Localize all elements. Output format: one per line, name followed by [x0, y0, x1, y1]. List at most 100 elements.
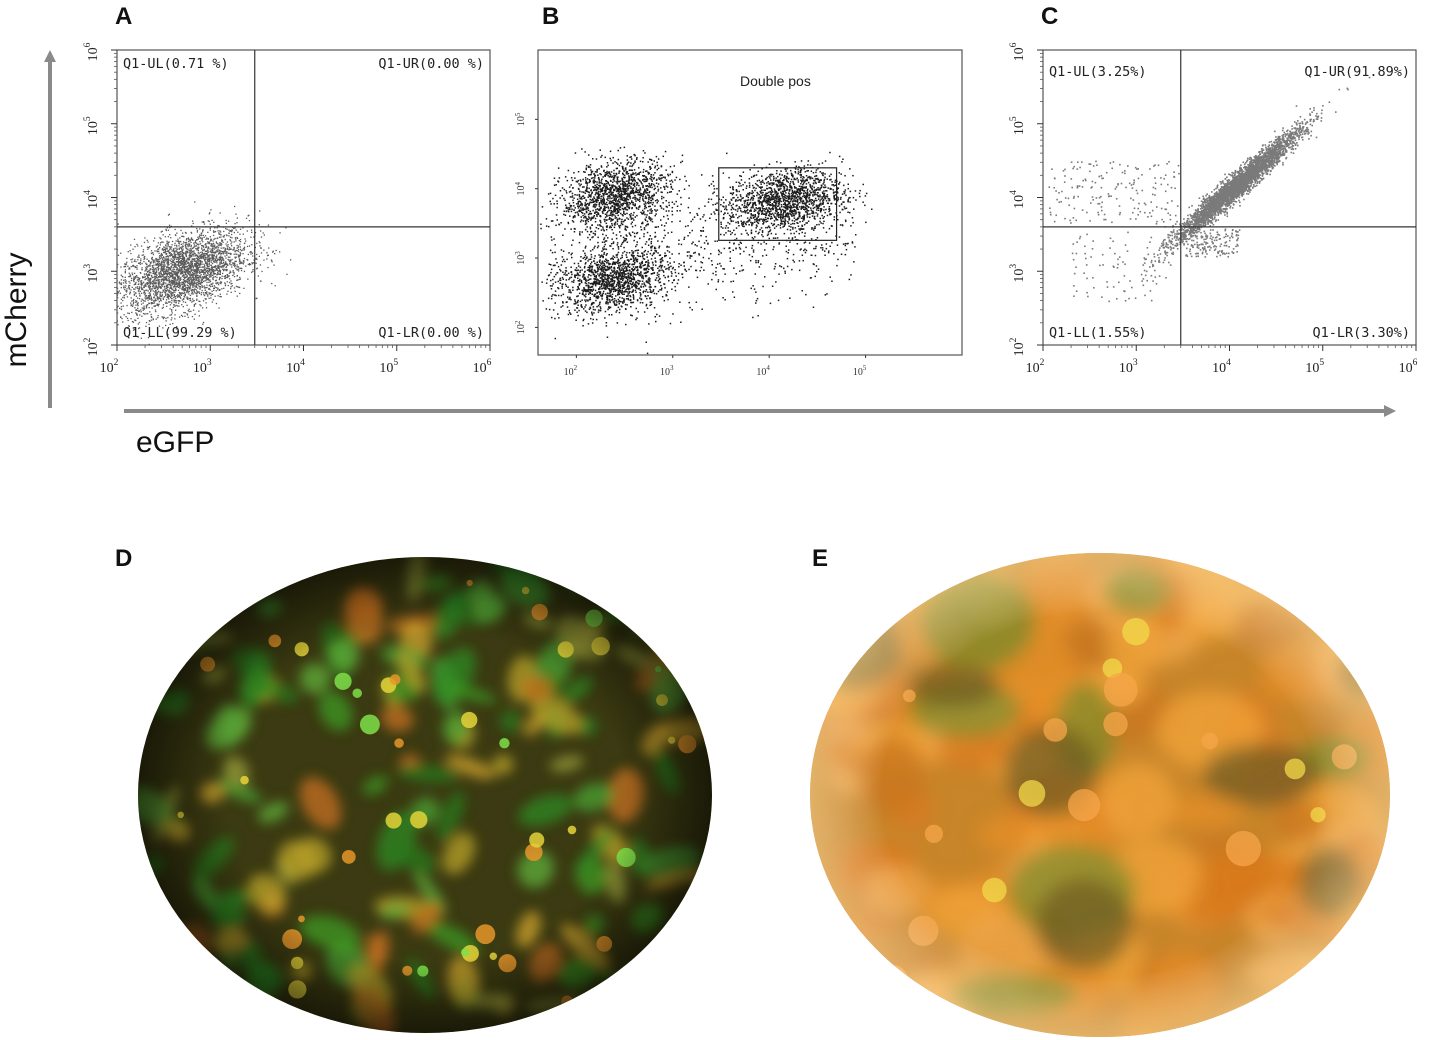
event-dot [571, 196, 573, 198]
event-dot [210, 238, 212, 241]
event-dot [579, 204, 581, 206]
event-dot [168, 224, 171, 226]
event-dot [168, 284, 170, 286]
event-dot [223, 264, 226, 266]
event-dot [205, 302, 207, 304]
event-dot [568, 206, 570, 209]
event-dot [591, 191, 593, 194]
event-dot [665, 210, 668, 212]
event-dot [199, 263, 201, 265]
event-dot [137, 281, 140, 283]
event-dot [146, 304, 148, 306]
event-dot [627, 206, 630, 209]
event-dot [643, 180, 645, 183]
event-dot [156, 304, 158, 306]
event-dot [236, 247, 238, 249]
event-dot [220, 256, 222, 258]
event-dot [580, 203, 582, 205]
event-dot [645, 225, 647, 227]
event-dot [627, 192, 629, 194]
event-dot [616, 195, 618, 197]
event-dot [597, 305, 600, 307]
panel-a-quadrant-ur: Q1-UR(0.00 %) [378, 56, 484, 72]
event-dot [207, 241, 209, 243]
event-dot [571, 208, 573, 210]
event-dot [237, 279, 239, 281]
event-dot [617, 188, 619, 191]
event-dot [225, 266, 227, 269]
event-dot [636, 231, 639, 234]
event-dot [200, 256, 202, 258]
event-dot [149, 287, 151, 289]
event-dot [606, 225, 609, 227]
event-dot [147, 286, 150, 288]
event-dot [613, 226, 616, 229]
event-dot [266, 254, 269, 257]
event-dot [647, 161, 649, 163]
event-dot [190, 250, 192, 252]
event-dot [167, 245, 169, 247]
event-dot [190, 249, 193, 251]
event-dot [183, 263, 185, 265]
event-dot [187, 287, 189, 289]
event-dot [210, 274, 212, 276]
event-dot [611, 194, 613, 196]
event-dot [212, 258, 214, 260]
event-dot [228, 275, 230, 277]
event-dot [165, 320, 167, 322]
event-dot [577, 265, 580, 267]
event-dot [594, 211, 597, 213]
event-dot [642, 161, 644, 163]
event-dot [600, 165, 603, 167]
event-dot [279, 232, 281, 234]
event-dot [183, 264, 186, 266]
event-dot [626, 196, 628, 198]
event-dot [240, 267, 242, 269]
event-dot [208, 213, 210, 215]
event-dot [147, 277, 150, 279]
event-dot [199, 256, 201, 259]
event-dot [615, 202, 618, 205]
event-dot [549, 200, 551, 203]
event-dot [238, 256, 240, 258]
event-dot [570, 206, 572, 208]
event-dot [120, 287, 122, 289]
event-dot [642, 150, 645, 152]
event-dot [588, 298, 590, 301]
event-dot [199, 287, 201, 289]
event-dot [260, 252, 263, 254]
event-dot [206, 284, 208, 286]
event-dot [629, 276, 632, 278]
event-dot [242, 227, 244, 229]
event-dot [638, 191, 641, 194]
event-dot [184, 277, 186, 279]
event-dot [641, 183, 643, 185]
event-dot [163, 280, 165, 282]
event-dot [678, 190, 680, 192]
event-dot [181, 250, 183, 252]
event-dot [191, 252, 193, 254]
event-dot [153, 273, 156, 275]
event-dot [183, 261, 185, 264]
event-dot [621, 214, 624, 216]
event-dot [588, 194, 590, 196]
event-dot [246, 230, 248, 232]
event-dot [640, 181, 642, 184]
event-dot [615, 162, 618, 164]
event-dot [151, 256, 153, 259]
event-dot [617, 211, 619, 213]
event-dot [644, 204, 647, 207]
event-dot [138, 262, 140, 264]
event-dot [198, 300, 200, 302]
event-dot [162, 282, 164, 284]
event-dot [583, 191, 585, 194]
event-dot [159, 258, 161, 260]
event-dot [191, 273, 193, 275]
event-dot [534, 193, 536, 195]
event-dot [131, 261, 133, 263]
event-dot [123, 266, 125, 268]
event-dot [557, 180, 559, 182]
event-dot [192, 266, 195, 268]
event-dot [166, 261, 168, 264]
event-dot [160, 252, 163, 255]
